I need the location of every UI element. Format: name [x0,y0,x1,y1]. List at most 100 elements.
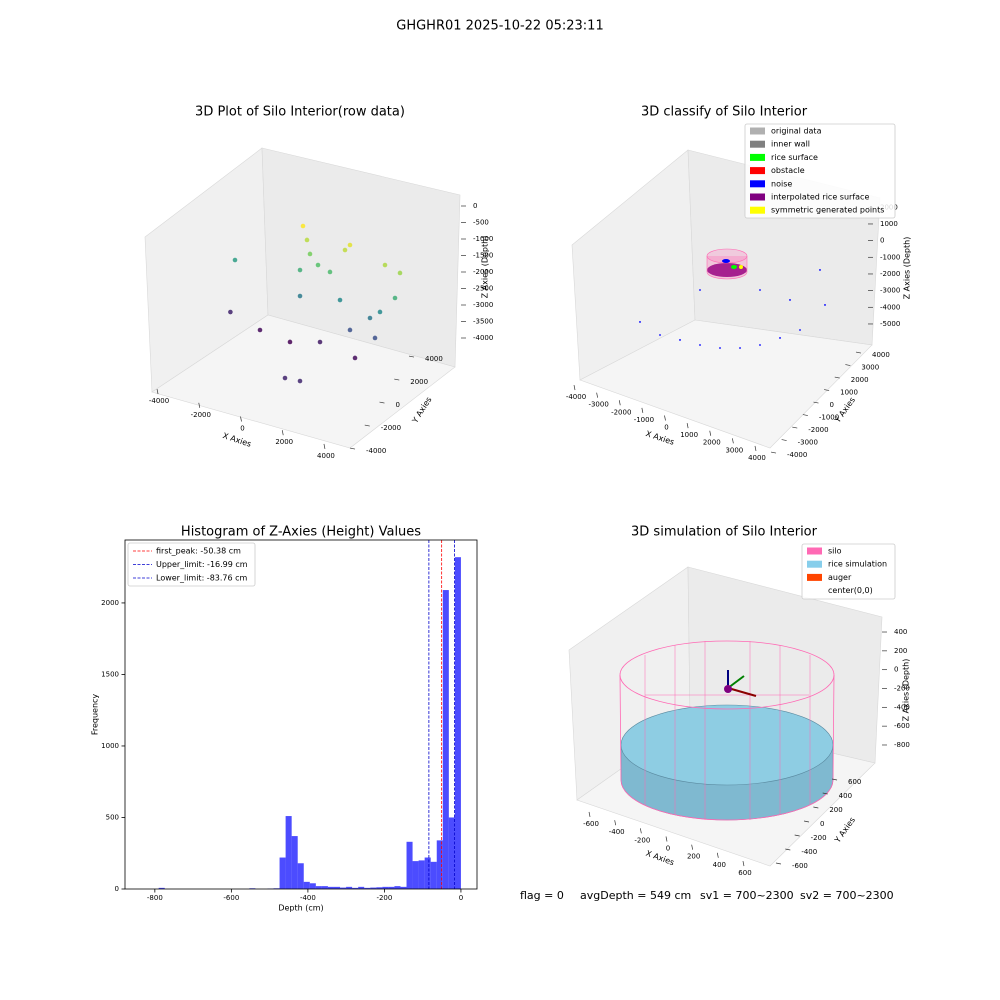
data-point [739,347,741,349]
legend-label: obstacle [771,166,805,175]
footer-text: flag = 0 [520,889,564,902]
data-point [327,269,333,275]
y-tick-label: -400 [801,848,817,856]
legend-label: original data [771,127,822,136]
tick-mark [824,389,830,391]
tick-mark [802,414,808,416]
data-point [719,347,721,349]
data-point [382,262,388,268]
bar [442,590,449,889]
z-tick-label: 1000 [880,220,898,228]
auger-axis [727,687,757,697]
legend-label: silo [828,547,842,556]
z-tick-label: -1000 [880,253,900,261]
z-tick-label: 0 [880,237,884,245]
figure-title: GHGHR01 2025-10-22 05:23:11 [396,19,603,34]
x-tick-label: 0 [666,845,670,853]
legend-swatch [807,560,822,568]
x-tick-label: 1000 [680,431,698,439]
x-tick-label: -400 [609,828,625,836]
bar [291,836,298,889]
bar [297,863,304,889]
y-tick-label: -1000 [819,414,839,422]
x-tick-label: 400 [713,861,726,869]
plot-frame [124,539,478,890]
data-point [287,339,293,345]
z-tick-label: -3000 [880,287,900,295]
bar [309,883,316,889]
y-tick-label: -4000 [787,451,807,459]
z-axis-label: Z Axies (Depth) [481,236,490,299]
y-tick-label: 0 [830,401,834,409]
z-tick-label: -4000 [880,303,900,311]
data-point [307,251,313,257]
data-point [779,337,781,339]
tick-mark [781,439,787,441]
y-axis-label: Frequency [91,694,100,736]
legend-swatch [750,127,765,135]
tick-mark [240,416,242,422]
x-tick-label: 0 [240,425,244,433]
y-tick-label: 500 [106,813,119,821]
x-tick-label: 4000 [748,454,766,462]
x-tick-label: 0 [664,424,668,432]
tick-mark [664,415,666,421]
tick-mark [588,811,591,818]
data-point [699,289,701,291]
legend-swatch [750,153,765,161]
silo-wall [619,674,835,821]
tick-mark [665,836,668,842]
z-tick-label: -800 [894,741,910,749]
data-point [819,269,821,271]
z-tick-label: 200 [894,647,907,655]
z-tick-label: -3500 [473,318,493,326]
x-tick-label: 200 [687,853,700,861]
tick-mark [686,423,689,429]
x-tick-label: -600 [223,894,239,902]
legend-label: noise [771,179,792,188]
center-marker [724,685,732,693]
bar [400,886,407,889]
legend-box [801,543,896,600]
y-tick-label: 3000 [861,364,879,372]
x-tick-label: -600 [583,820,599,828]
data-point [300,223,306,229]
y-tick-label: 400 [839,792,852,800]
tick-mark [785,848,791,851]
legend-swatch [750,193,765,201]
data-point [257,327,263,333]
rice-marker [739,265,743,269]
x-tick-label: 3000 [725,446,743,454]
data-point [789,299,791,301]
tick-mark [834,376,840,379]
silo-simulation [619,640,835,821]
data-point [297,378,303,384]
y-tick-label: -4000 [366,447,386,455]
z-tick-label: 400 [894,628,907,636]
data-point [699,344,701,346]
rice-marker [722,259,730,263]
bar [315,886,322,889]
x-tick-label: 2000 [703,439,721,447]
tick-mark [775,862,782,865]
z-tick-label: -2500 [473,285,493,293]
x-tick-label: -400 [300,894,316,902]
data-point [232,257,238,263]
x-tick-label: -4000 [566,393,586,401]
bar [340,887,347,889]
z-tick-label: -3000 [473,301,493,309]
tick-mark [198,402,201,408]
bar [388,886,395,889]
y-tick-label: -2000 [808,426,828,434]
subplot-title: 3D classify of Silo Interior [641,105,808,120]
z-tick-label: -2000 [473,268,493,276]
tick-mark [379,401,385,404]
bar [352,887,359,889]
footer-text: sv2 = 700~2300 [800,889,894,902]
legend-box [127,542,256,587]
x-tick-label: -1000 [634,416,654,424]
z-tick-label: -4000 [473,334,493,342]
bar [370,887,377,889]
tick-mark [596,392,598,398]
